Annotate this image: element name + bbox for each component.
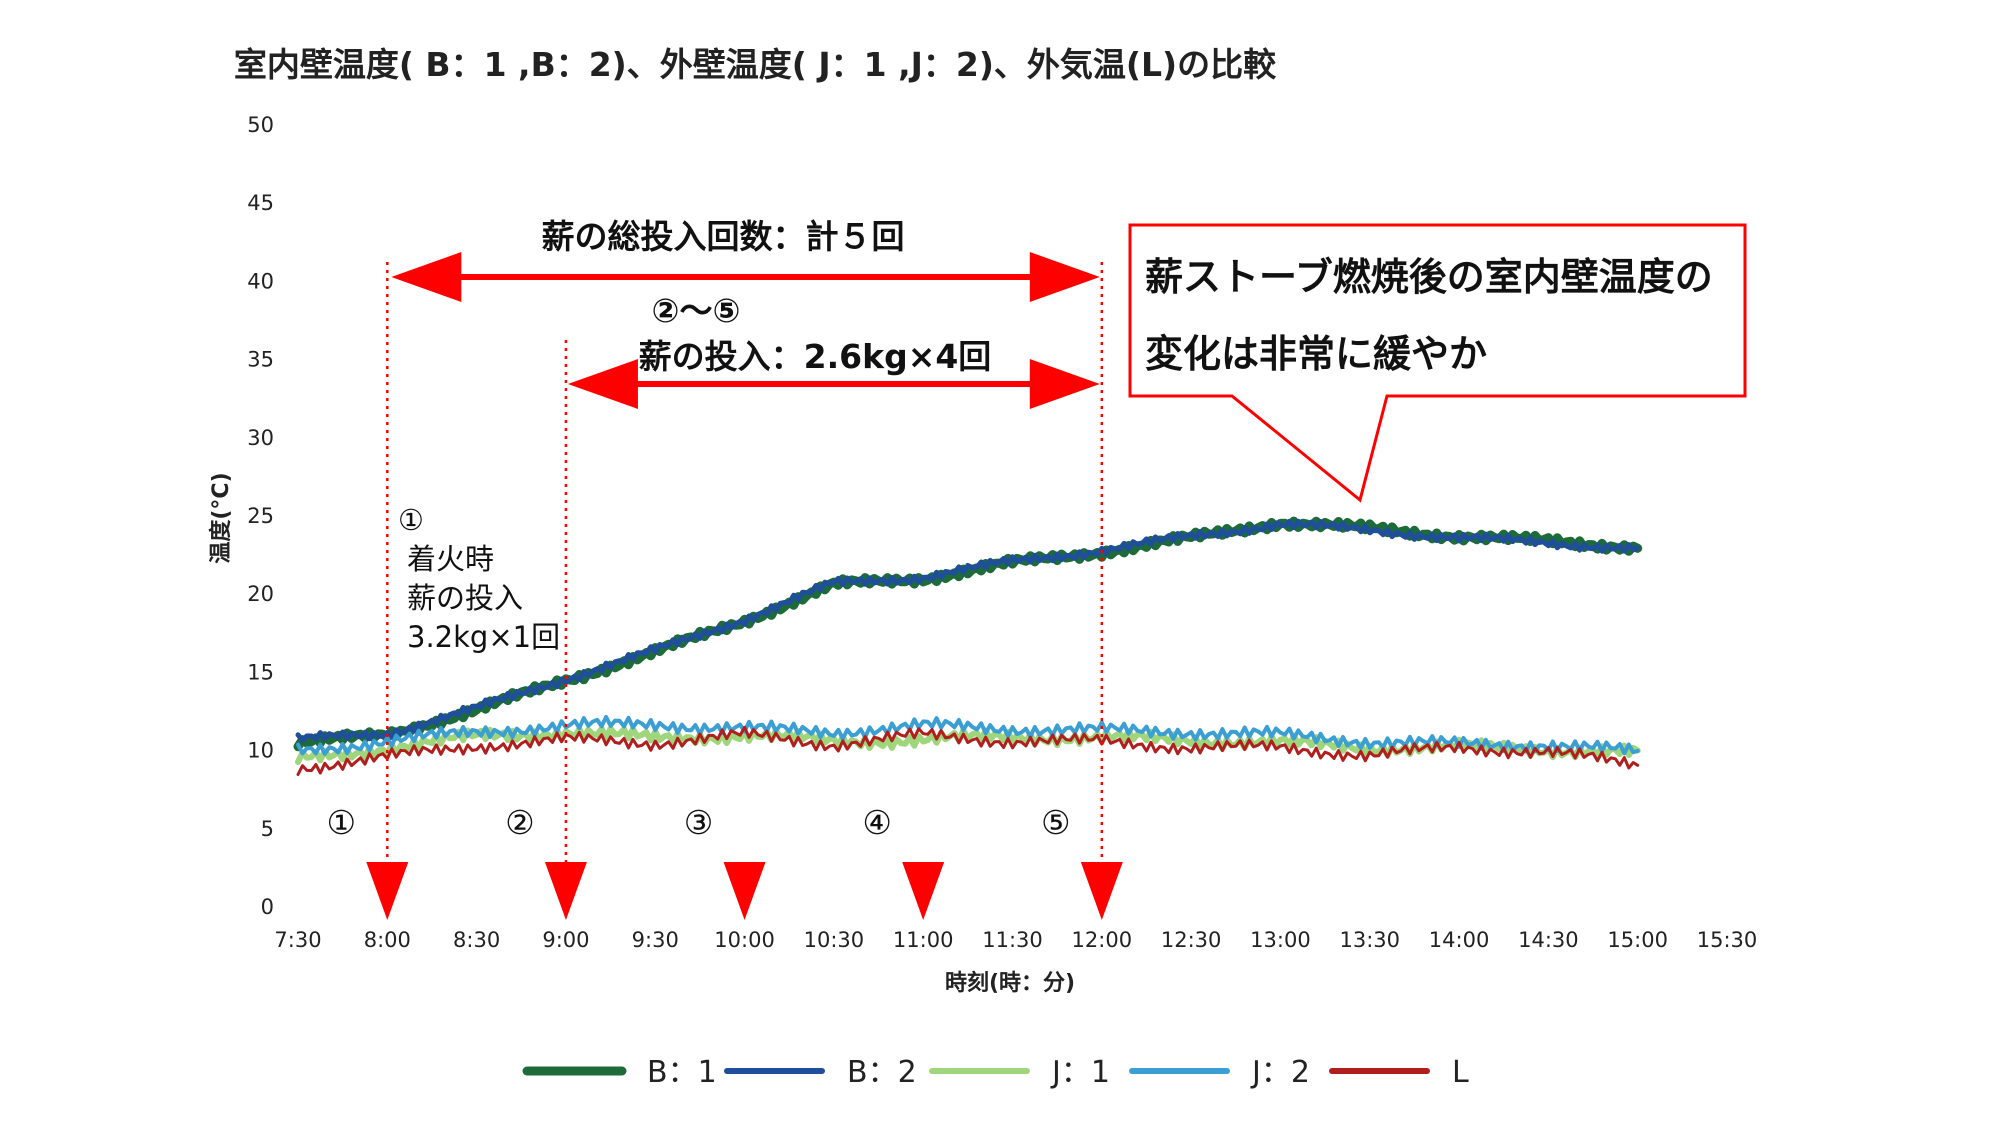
x-tick-label: 7:30 (274, 928, 321, 952)
event-marker-triangle (366, 862, 409, 920)
annotation-layer: ① ② ③ ④ ⑤ (327, 252, 1123, 920)
event-marker-label: ⑤ (1041, 803, 1071, 842)
legend-label: B：2 (847, 1055, 917, 1090)
series-layer (293, 516, 1643, 776)
callout-line1: 薪ストーブ燃焼後の室内壁温度の (1145, 255, 1713, 299)
annotation-feed-2-5: 薪の投入：2.6kg×4回 (639, 337, 992, 376)
feed-range-arrow-right-head (1029, 359, 1100, 409)
x-tick-label: 10:30 (804, 928, 865, 952)
legend-label: J：1 (1050, 1055, 1110, 1090)
annotation-first-line3: 3.2kg×1回 (407, 620, 560, 654)
y-tick-label: 30 (247, 426, 274, 450)
series-line-2 (295, 518, 1641, 743)
total-range-arrow-right-head (1029, 252, 1100, 302)
x-axis-label: 時刻(時：分) (945, 970, 1075, 996)
x-tick-label: 15:30 (1697, 928, 1758, 952)
y-tick-label: 45 (247, 191, 274, 215)
y-tick-label: 35 (247, 348, 274, 372)
x-axis-ticks: 7:30 8:00 8:30 9:00 9:30 10:00 10:30 11:00 11:30… (274, 928, 1757, 952)
callout-bubble (1128, 223, 1747, 503)
x-tick-label: 9:30 (632, 928, 679, 952)
callout-line2: 変化は非常に緩やか (1145, 332, 1487, 376)
x-tick-label: 13:30 (1339, 928, 1400, 952)
y-tick-label: 10 (247, 739, 274, 763)
event-marker-triangle (1080, 862, 1123, 920)
x-tick-label: 14:30 (1518, 928, 1579, 952)
x-tick-label: 8:00 (364, 928, 411, 952)
legend-label: B：1 (647, 1055, 717, 1090)
event-marker-triangle (723, 862, 766, 920)
annotation-first-number: ① (398, 503, 424, 537)
y-tick-label: 25 (247, 504, 274, 528)
y-tick-label: 20 (247, 582, 274, 606)
y-axis-ticks: 0 5 10 15 20 25 30 35 40 45 50 (247, 113, 274, 919)
series-line-5 (296, 725, 1640, 776)
annotation-first-line2: 薪の投入 (407, 581, 523, 615)
total-range-arrow-left-head (391, 252, 462, 302)
x-tick-label: 14:00 (1429, 928, 1490, 952)
x-tick-label: 11:30 (982, 928, 1043, 952)
chart-title: 室内壁温度( B：1 ,B：2)、外壁温度( J：1 ,J：2)、外気温(L)の… (234, 45, 1277, 84)
x-tick-label: 10:00 (714, 928, 775, 952)
x-tick-label: 13:00 (1250, 928, 1311, 952)
y-axis-label: 温度(°C) (208, 472, 234, 563)
event-marker-triangle (902, 862, 945, 920)
feed-range-arrow-left-head (567, 359, 638, 409)
x-tick-label: 9:00 (542, 928, 589, 952)
legend-label: L (1452, 1055, 1469, 1090)
event-marker-label: ② (505, 803, 535, 842)
x-tick-label: 12:30 (1161, 928, 1222, 952)
legend: B：1 B：2 J：1 J：2 L (522, 1055, 1469, 1090)
event-marker-triangle (544, 862, 587, 920)
x-tick-label: 8:30 (453, 928, 500, 952)
annotation-first-line1: 着火時 (407, 542, 494, 576)
x-tick-label: 11:00 (893, 928, 954, 952)
y-tick-label: 50 (247, 113, 274, 137)
x-tick-label: 12:00 (1072, 928, 1133, 952)
event-marker-label: ③ (684, 803, 714, 842)
y-tick-label: 5 (261, 817, 274, 841)
event-marker-label: ① (327, 803, 357, 842)
y-tick-label: 0 (261, 895, 274, 919)
event-marker-label: ④ (862, 803, 892, 842)
annotation-range-2-5: ②～⑤ (652, 291, 741, 330)
annotation-total-count: 薪の総投入回数：計５回 (542, 217, 905, 256)
y-tick-label: 15 (247, 660, 274, 684)
y-tick-label: 40 (247, 269, 274, 293)
legend-label: J：2 (1250, 1055, 1310, 1090)
x-tick-label: 15:00 (1607, 928, 1668, 952)
